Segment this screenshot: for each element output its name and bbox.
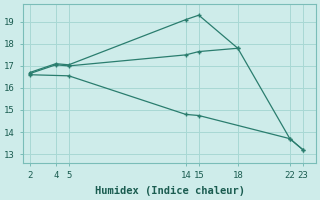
X-axis label: Humidex (Indice chaleur): Humidex (Indice chaleur) (94, 186, 244, 196)
